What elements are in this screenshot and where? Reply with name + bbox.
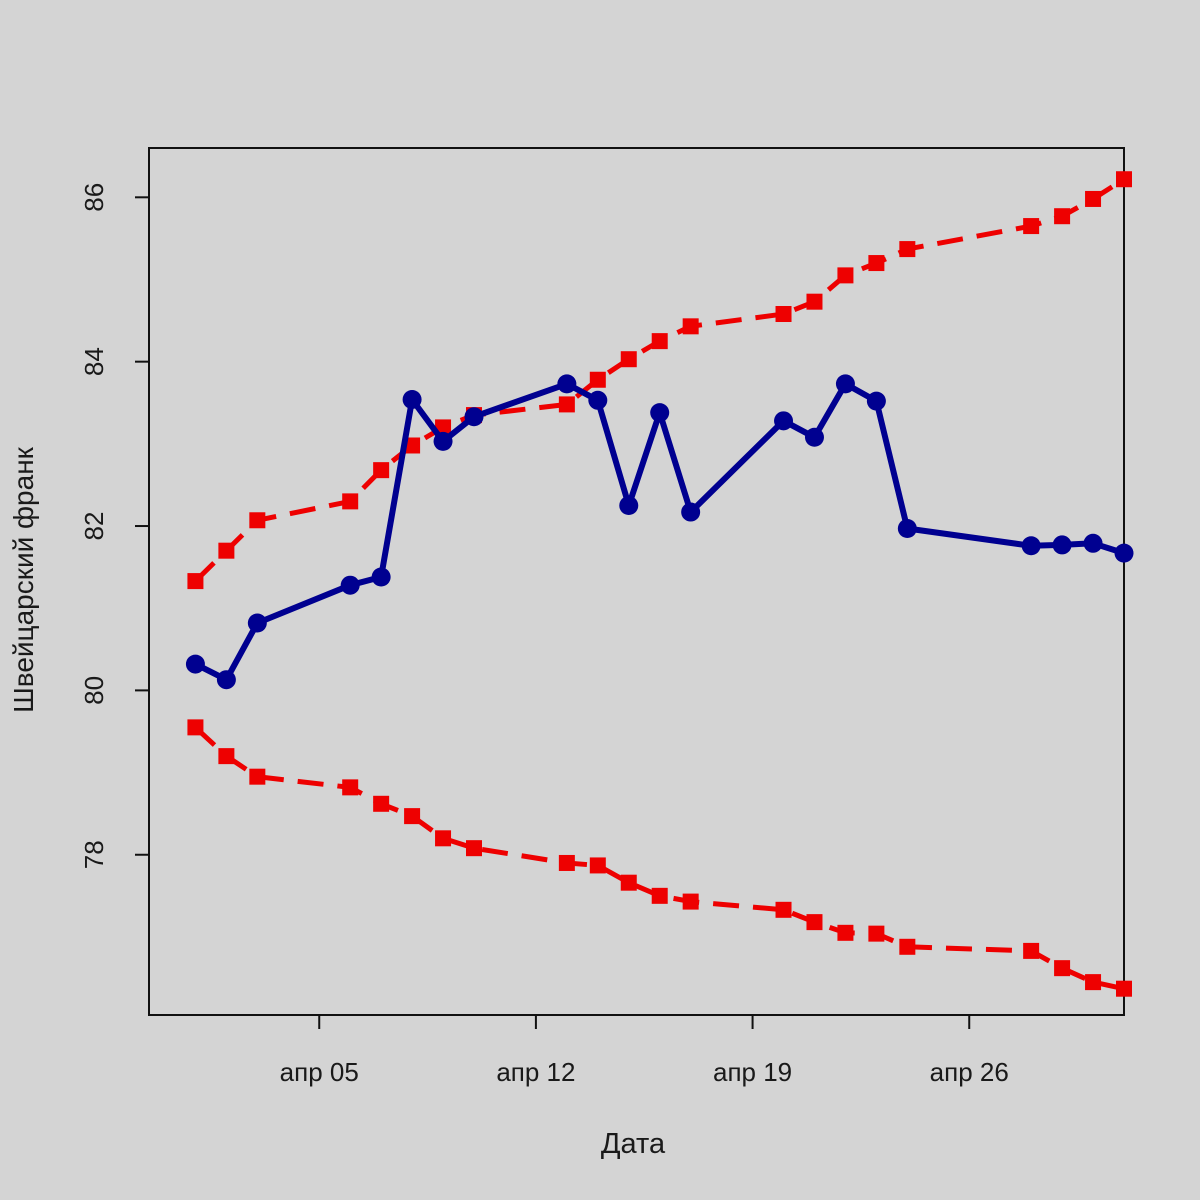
point-lower-5 <box>404 808 421 825</box>
point-upper-19 <box>1054 208 1071 225</box>
point-rate-18 <box>1021 536 1041 556</box>
point-lower-6 <box>435 830 452 847</box>
point-rate-6 <box>433 431 453 451</box>
point-rate-0 <box>185 654 205 674</box>
point-lower-8 <box>558 854 575 871</box>
point-rate-4 <box>371 567 391 587</box>
point-rate-8 <box>557 374 577 394</box>
series-line-upper <box>193 177 1126 583</box>
point-lower-15 <box>837 924 854 941</box>
point-lower-7 <box>466 840 482 857</box>
point-rate-21 <box>1114 543 1134 563</box>
point-lower-3 <box>342 779 359 796</box>
series-line-lower <box>193 725 1125 992</box>
point-upper-15 <box>837 267 854 284</box>
point-lower-21 <box>1116 980 1132 997</box>
x-tick-label-1: апр 12 <box>496 1057 575 1087</box>
series-line-rate <box>194 380 1125 683</box>
point-upper-12 <box>682 318 699 335</box>
y-tick-label-0: 78 <box>79 840 109 869</box>
point-upper-0 <box>187 573 204 590</box>
point-rate-3 <box>340 575 360 595</box>
point-upper-11 <box>651 333 668 350</box>
y-tick-label-1: 80 <box>79 676 109 705</box>
point-lower-19 <box>1054 960 1071 977</box>
y-tick-label-4: 86 <box>79 183 109 212</box>
point-upper-14 <box>806 293 823 310</box>
point-upper-8 <box>558 396 575 413</box>
x-tick-label-0: апр 05 <box>280 1057 359 1087</box>
point-rate-20 <box>1083 533 1103 553</box>
point-upper-10 <box>620 351 637 368</box>
point-upper-1 <box>218 542 235 559</box>
point-lower-1 <box>218 748 235 765</box>
point-lower-11 <box>651 887 668 904</box>
x-axis: апр 05 апр 12 апр 19 апр 26 <box>280 1015 1009 1087</box>
point-upper-9 <box>589 371 606 388</box>
point-upper-3 <box>342 493 359 510</box>
point-lower-10 <box>620 874 637 891</box>
point-rate-5 <box>402 389 422 409</box>
point-lower-9 <box>589 857 606 874</box>
point-lower-18 <box>1023 942 1040 959</box>
y-tick-label-3: 84 <box>79 347 109 376</box>
y-tick-label-2: 82 <box>79 512 109 541</box>
point-lower-2 <box>249 768 266 785</box>
point-lower-4 <box>373 795 390 812</box>
point-lower-17 <box>899 938 916 955</box>
point-upper-5 <box>404 437 421 454</box>
point-rate-11 <box>650 403 670 423</box>
point-rate-2 <box>247 613 267 633</box>
point-rate-14 <box>804 427 824 447</box>
point-upper-17 <box>899 241 916 258</box>
point-lower-12 <box>682 893 699 910</box>
point-rate-17 <box>897 518 917 538</box>
x-tick-label-3: апр 26 <box>930 1057 1009 1087</box>
point-upper-21 <box>1116 171 1132 188</box>
y-axis: 78 80 82 84 86 <box>79 183 149 869</box>
point-upper-18 <box>1023 218 1040 235</box>
point-rate-15 <box>835 374 855 394</box>
point-lower-16 <box>868 925 885 942</box>
point-rate-16 <box>866 391 886 411</box>
x-axis-label: Дата <box>601 1128 666 1160</box>
point-upper-2 <box>249 512 266 529</box>
point-upper-20 <box>1085 190 1102 207</box>
point-lower-14 <box>806 914 823 931</box>
point-rate-12 <box>681 502 701 522</box>
y-axis-label: Швейцарский франк <box>8 446 39 713</box>
point-lower-20 <box>1085 974 1102 991</box>
point-upper-13 <box>775 306 792 323</box>
point-rate-19 <box>1052 535 1072 555</box>
plot-area <box>148 147 1125 1016</box>
series-upper <box>187 171 1132 590</box>
series-lower <box>187 719 1132 997</box>
x-tick-label-2: апр 19 <box>713 1057 792 1087</box>
point-rate-9 <box>588 390 608 410</box>
point-rate-7 <box>464 407 484 427</box>
point-rate-1 <box>216 670 236 690</box>
series-layer <box>185 171 1134 997</box>
point-rate-13 <box>774 411 794 431</box>
series-rate <box>185 374 1134 690</box>
point-upper-4 <box>373 462 390 479</box>
point-lower-13 <box>775 901 792 918</box>
point-rate-10 <box>619 495 639 515</box>
point-lower-0 <box>187 719 204 736</box>
point-upper-16 <box>868 255 885 272</box>
